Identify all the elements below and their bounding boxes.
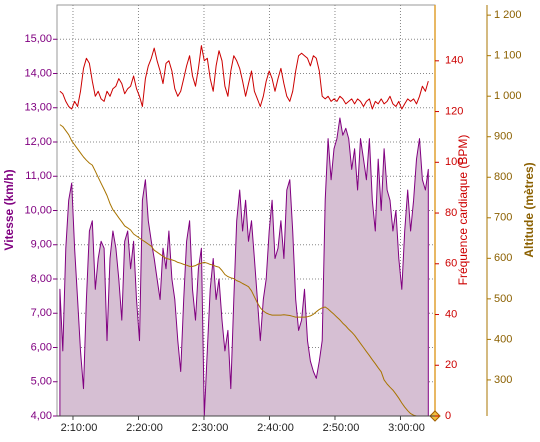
y3-tick-label: 1 000	[494, 90, 522, 102]
y2-tick-label: 80	[445, 207, 457, 219]
y-tick-label: 7,00	[31, 307, 52, 319]
y-tick-label: 14,00	[24, 67, 52, 79]
x-tick-label: 2:10:00	[61, 422, 98, 434]
y2-tick-label: 60	[445, 258, 457, 270]
x-tick-label: 3:00:00	[388, 422, 425, 434]
y3-tick-label: 1 100	[494, 50, 522, 62]
y2-tick-label: 100	[445, 156, 463, 168]
y3-axis-title: Altitude (mètres)	[522, 162, 536, 257]
y2-tick-label: 20	[445, 359, 457, 371]
y-tick-label: 4,00	[31, 410, 52, 422]
series	[59, 45, 429, 416]
x-tick-label: 2:30:00	[192, 422, 229, 434]
y3-tick-label: 900	[494, 131, 512, 143]
y2-axis-title: Fréquence cardiaque (BPM)	[456, 135, 470, 286]
y3-tick-label: 400	[494, 333, 512, 345]
y3-tick-label: 300	[494, 374, 512, 386]
y-axis-title: Vitesse (km/h)	[2, 169, 16, 250]
y3-tick-label: 600	[494, 252, 512, 264]
area	[59, 117, 429, 416]
line	[59, 45, 429, 110]
y-tick-label: 15,00	[24, 33, 52, 45]
x-tick-label: 2:40:00	[257, 422, 294, 434]
y2-tick-label: 120	[445, 105, 463, 117]
y-tick-label: 10,00	[24, 204, 52, 216]
y3-tick-label: 800	[494, 171, 512, 183]
y-tick-label: 11,00	[25, 170, 52, 182]
y2-tick-label: 0	[445, 410, 451, 422]
y-tick-label: 6,00	[31, 341, 52, 353]
y-tick-label: 5,00	[31, 376, 52, 388]
y3-tick-label: 700	[494, 212, 512, 224]
y3-tick-label: 500	[494, 293, 512, 305]
y-tick-label: 8,00	[31, 273, 52, 285]
y-tick-label: 9,00	[31, 239, 52, 251]
y2-tick-label: 140	[445, 55, 463, 67]
y-tick-label: 12,00	[24, 136, 52, 148]
x-tick-label: 2:20:00	[126, 422, 163, 434]
line	[59, 124, 419, 416]
x-tick-label: 2:50:00	[323, 422, 360, 434]
y3-tick-label: 1 200	[494, 9, 522, 21]
y-tick-label: 13,00	[24, 102, 52, 114]
y2-tick-label: 40	[445, 308, 457, 320]
